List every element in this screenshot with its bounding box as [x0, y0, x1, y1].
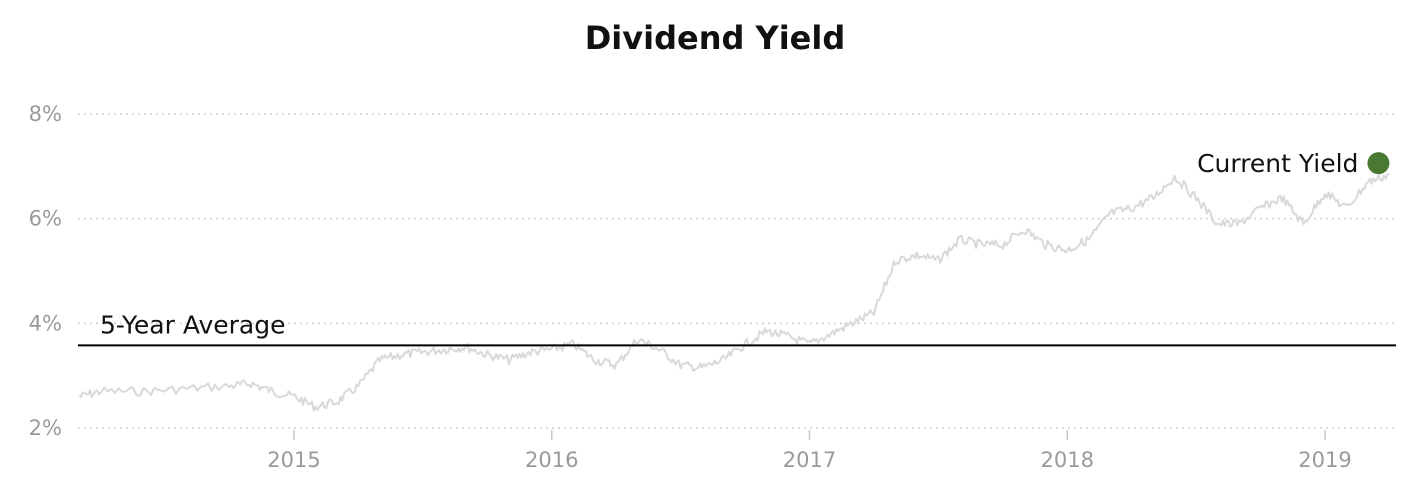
x-tick-label: 2018 [1041, 448, 1094, 472]
current-yield-marker [1367, 152, 1390, 175]
y-axis-ticks: 2% 4% 6% 8% [29, 102, 62, 440]
y-tick-label: 8% [29, 102, 62, 126]
yield-series-line [79, 173, 1390, 412]
x-tick-label: 2016 [525, 448, 578, 472]
x-tick-label: 2015 [267, 448, 320, 472]
y-tick-label: 2% [29, 416, 62, 440]
x-tick-label: 2019 [1298, 448, 1351, 472]
chart-title: Dividend Yield [585, 19, 846, 57]
y-tick-label: 6% [29, 207, 62, 231]
x-tick-label: 2017 [783, 448, 836, 472]
current-yield-label: Current Yield [1197, 149, 1358, 178]
series-layer [79, 173, 1390, 412]
x-axis-ticks: 2015 2016 2017 2018 2019 [267, 430, 1352, 472]
grid-lines [78, 113, 1396, 429]
five-year-average-label: 5-Year Average [100, 310, 286, 339]
y-tick-label: 4% [29, 311, 62, 335]
